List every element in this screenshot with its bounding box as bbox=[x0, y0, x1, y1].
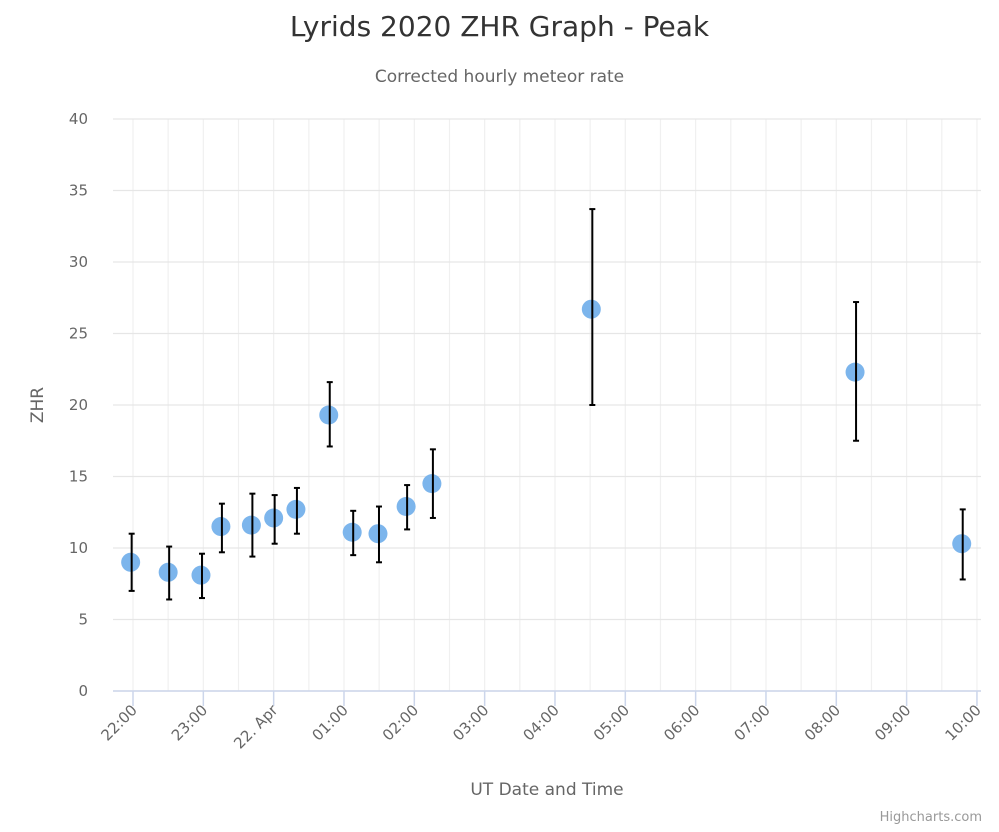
data-point[interactable] bbox=[422, 448, 442, 519]
x-tick-label: 08:00 bbox=[801, 701, 844, 744]
data-point[interactable] bbox=[581, 208, 601, 406]
error-bar bbox=[128, 532, 135, 592]
chart-subtitle: Corrected hourly meteor rate bbox=[374, 67, 625, 87]
y-tick-label: 40 bbox=[69, 110, 88, 128]
data-point[interactable] bbox=[952, 508, 972, 581]
y-tick-label: 30 bbox=[69, 253, 88, 271]
y-tick-label: 15 bbox=[69, 468, 88, 486]
error-bar bbox=[249, 492, 256, 558]
error-bar bbox=[350, 509, 357, 557]
error-bar bbox=[326, 381, 333, 448]
x-tick-label: 05:00 bbox=[590, 701, 633, 744]
y-tick-label: 20 bbox=[69, 396, 88, 414]
error-bar bbox=[853, 301, 860, 442]
error-bar bbox=[218, 502, 225, 554]
data-point[interactable] bbox=[121, 532, 141, 592]
x-axis-title: UT Date and Time bbox=[470, 780, 623, 800]
data-point[interactable] bbox=[241, 492, 261, 558]
chart-title: Lyrids 2020 ZHR Graph - Peak bbox=[289, 10, 710, 43]
grid-lines bbox=[113, 118, 981, 692]
x-tick-label: 22:00 bbox=[98, 701, 141, 744]
data-point[interactable] bbox=[845, 301, 865, 442]
data-point[interactable] bbox=[191, 552, 211, 600]
data-point[interactable] bbox=[319, 381, 339, 448]
error-bar bbox=[166, 545, 173, 601]
y-tick-label: 25 bbox=[69, 325, 88, 343]
x-tick-label: 06:00 bbox=[660, 701, 703, 744]
y-tick-label: 10 bbox=[69, 539, 88, 557]
zhr-series bbox=[121, 208, 972, 601]
y-tick-label: 35 bbox=[69, 182, 88, 200]
x-tick-label: 23:00 bbox=[168, 701, 211, 744]
data-point[interactable] bbox=[158, 545, 178, 601]
error-bar bbox=[959, 508, 966, 581]
x-tick-label: 01:00 bbox=[309, 701, 352, 744]
data-point[interactable] bbox=[396, 484, 416, 531]
x-tick-label: 04:00 bbox=[520, 701, 563, 744]
error-bar bbox=[198, 552, 205, 600]
error-bar bbox=[293, 486, 300, 535]
data-point[interactable] bbox=[342, 509, 362, 557]
data-point[interactable] bbox=[264, 494, 284, 545]
data-point[interactable] bbox=[368, 505, 388, 564]
error-bar bbox=[375, 505, 382, 564]
error-bar bbox=[404, 484, 411, 531]
x-axis: 22:00 23:00 22. Apr 01:00 02:00 03:00 04:00 05:… bbox=[98, 690, 985, 753]
data-point[interactable] bbox=[286, 486, 306, 535]
error-bar bbox=[271, 494, 278, 545]
x-tick-label: 10:00 bbox=[941, 701, 984, 744]
x-tick-label: 09:00 bbox=[871, 701, 914, 744]
y-tick-label: 5 bbox=[78, 611, 88, 629]
x-tick-label: 22. Apr bbox=[230, 701, 282, 753]
x-tick-label: 07:00 bbox=[730, 701, 773, 744]
x-tick-label: 03:00 bbox=[449, 701, 492, 744]
error-bar bbox=[429, 448, 436, 519]
data-point[interactable] bbox=[211, 502, 231, 554]
error-bar bbox=[589, 208, 596, 406]
y-axis-title: ZHR bbox=[28, 387, 48, 423]
x-tick-label: 02:00 bbox=[379, 701, 422, 744]
highcharts-credits-link[interactable]: Highcharts.com bbox=[879, 810, 982, 825]
y-tick-label: 0 bbox=[78, 682, 88, 700]
y-axis: 0 5 10 15 20 25 30 35 40 bbox=[69, 110, 88, 700]
